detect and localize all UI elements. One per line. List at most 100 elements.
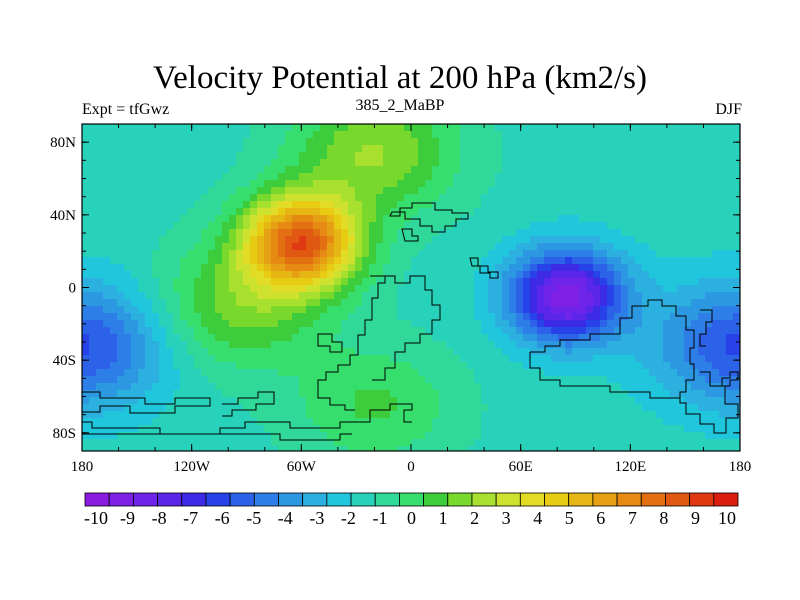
field-cell	[593, 334, 601, 342]
field-cell	[187, 313, 195, 321]
field-cell	[509, 131, 517, 139]
field-cell	[320, 243, 328, 251]
field-cell	[628, 243, 636, 251]
field-cell	[628, 201, 636, 209]
field-cell	[677, 243, 685, 251]
field-cell	[551, 250, 559, 258]
field-cell	[495, 229, 503, 237]
field-cell	[320, 432, 328, 440]
field-cell	[523, 334, 531, 342]
field-cell	[425, 187, 433, 195]
field-cell	[145, 432, 153, 440]
field-cell	[243, 355, 251, 363]
field-cell	[565, 439, 573, 447]
field-cell	[607, 313, 615, 321]
field-cell	[348, 327, 356, 335]
field-cell	[103, 369, 111, 377]
field-cell	[369, 229, 377, 237]
field-cell	[264, 250, 272, 258]
field-cell	[530, 145, 538, 153]
field-cell	[166, 425, 174, 433]
field-cell	[89, 306, 97, 314]
field-cell	[390, 404, 398, 412]
field-cell	[628, 439, 636, 447]
field-cell	[460, 236, 468, 244]
field-cell	[705, 369, 713, 377]
field-cell	[677, 131, 685, 139]
field-cell	[208, 187, 216, 195]
field-cell	[201, 320, 209, 328]
field-cell	[642, 327, 650, 335]
field-cell	[278, 390, 286, 398]
field-cell	[306, 439, 314, 447]
field-cell	[376, 180, 384, 188]
field-cell	[341, 285, 349, 293]
field-cell	[572, 152, 580, 160]
field-cell	[82, 222, 90, 230]
field-cell	[418, 166, 426, 174]
field-cell	[565, 271, 573, 279]
field-cell	[635, 271, 643, 279]
field-cell	[586, 173, 594, 181]
field-cell	[369, 327, 377, 335]
field-cell	[684, 369, 692, 377]
field-cell	[285, 432, 293, 440]
field-cell	[488, 264, 496, 272]
field-cell	[418, 271, 426, 279]
field-cell	[201, 418, 209, 426]
field-cell	[341, 222, 349, 230]
field-cell	[222, 180, 230, 188]
field-cell	[383, 313, 391, 321]
field-cell	[257, 194, 265, 202]
field-cell	[215, 299, 223, 307]
field-cell	[369, 299, 377, 307]
field-cell	[411, 439, 419, 447]
field-cell	[152, 166, 160, 174]
field-cell	[278, 264, 286, 272]
field-cell	[726, 355, 734, 363]
field-cell	[635, 397, 643, 405]
field-cell	[124, 369, 132, 377]
field-cell	[551, 257, 559, 265]
field-cell	[446, 292, 454, 300]
field-cell	[628, 229, 636, 237]
field-cell	[411, 383, 419, 391]
field-cell	[530, 229, 538, 237]
field-cell	[621, 194, 629, 202]
field-cell	[593, 299, 601, 307]
field-cell	[110, 152, 118, 160]
field-cell	[369, 236, 377, 244]
field-cell	[180, 264, 188, 272]
field-cell	[334, 404, 342, 412]
field-cell	[166, 187, 174, 195]
field-cell	[439, 138, 447, 146]
field-cell	[712, 138, 720, 146]
field-cell	[572, 194, 580, 202]
field-cell	[383, 173, 391, 181]
field-cell	[691, 425, 699, 433]
field-cell	[607, 264, 615, 272]
field-cell	[89, 208, 97, 216]
field-cell	[621, 418, 629, 426]
field-cell	[495, 383, 503, 391]
field-cell	[495, 418, 503, 426]
field-cell	[278, 292, 286, 300]
field-cell	[593, 159, 601, 167]
field-cell	[558, 285, 566, 293]
field-cell	[250, 250, 258, 258]
field-cell	[285, 341, 293, 349]
field-cell	[439, 257, 447, 265]
field-cell	[187, 208, 195, 216]
field-cell	[299, 264, 307, 272]
field-cell	[460, 208, 468, 216]
field-cell	[467, 327, 475, 335]
field-cell	[614, 439, 622, 447]
field-cell	[621, 327, 629, 335]
field-cell	[124, 425, 132, 433]
field-cell	[474, 124, 482, 132]
field-cell	[397, 439, 405, 447]
field-cell	[117, 390, 125, 398]
field-cell	[572, 327, 580, 335]
field-cell	[376, 173, 384, 181]
